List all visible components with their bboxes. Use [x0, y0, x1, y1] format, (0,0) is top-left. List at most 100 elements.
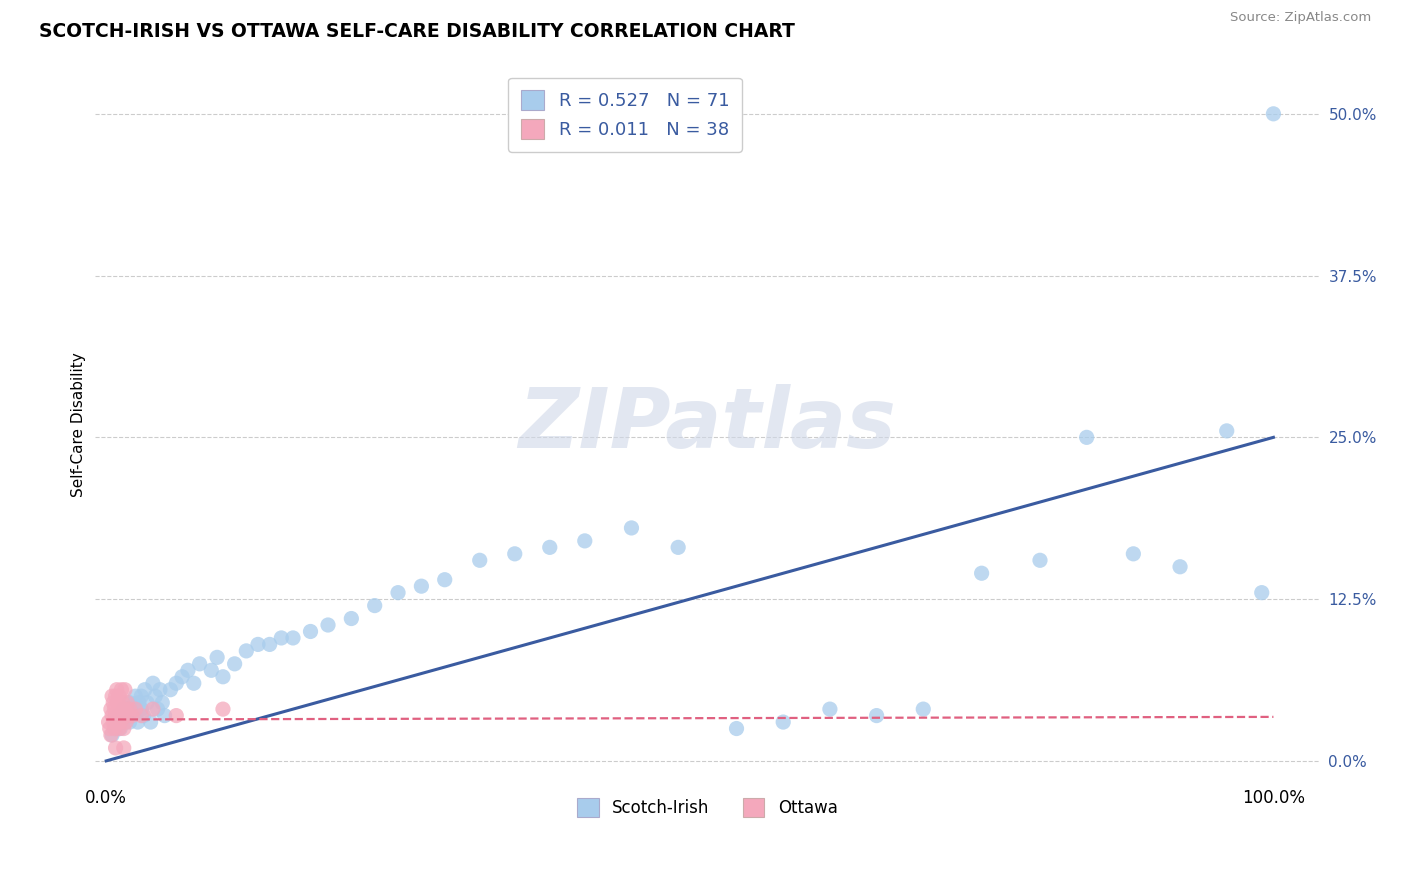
Point: [142, 702, 165, 716]
Point: [121, 708, 143, 723]
Point: [100, 728, 122, 742]
Point: [110, 702, 132, 716]
Point: [103, 702, 125, 716]
Text: ZIPatlas: ZIPatlas: [519, 384, 896, 465]
Point: [105, 714, 128, 729]
Point: [165, 708, 187, 723]
Point: [270, 631, 292, 645]
Point: [118, 702, 141, 716]
Point: [299, 624, 322, 639]
Point: [149, 682, 172, 697]
Point: [134, 682, 156, 697]
Text: Source: ZipAtlas.com: Source: ZipAtlas.com: [1230, 11, 1371, 24]
Point: [127, 714, 149, 729]
Point: [129, 689, 152, 703]
Point: [503, 547, 526, 561]
Point: [574, 533, 596, 548]
Point: [666, 541, 689, 555]
Point: [101, 689, 124, 703]
Point: [818, 702, 841, 716]
Point: [117, 702, 139, 716]
Point: [865, 708, 887, 723]
Point: [165, 676, 187, 690]
Point: [1215, 424, 1237, 438]
Point: [112, 741, 135, 756]
Point: [387, 585, 409, 599]
Point: [172, 670, 194, 684]
Text: SCOTCH-IRISH VS OTTAWA SELF-CARE DISABILITY CORRELATION CHART: SCOTCH-IRISH VS OTTAWA SELF-CARE DISABIL…: [39, 22, 796, 41]
Point: [115, 708, 138, 723]
Point: [259, 637, 281, 651]
Point: [103, 722, 125, 736]
Point: [136, 696, 159, 710]
Point: [110, 682, 132, 697]
Point: [912, 702, 935, 716]
Point: [104, 708, 127, 723]
Point: [129, 702, 152, 716]
Point: [132, 708, 155, 723]
Point: [100, 702, 122, 716]
Point: [340, 611, 363, 625]
Point: [139, 714, 162, 729]
Point: [725, 722, 748, 736]
Point: [212, 702, 235, 716]
Point: [1250, 585, 1272, 599]
Point: [970, 566, 993, 581]
Point: [246, 637, 269, 651]
Point: [620, 521, 643, 535]
Point: [281, 631, 304, 645]
Point: [107, 696, 129, 710]
Point: [124, 689, 146, 703]
Point: [143, 689, 166, 703]
Point: [177, 663, 200, 677]
Point: [103, 696, 125, 710]
Point: [538, 541, 561, 555]
Point: [98, 722, 121, 736]
Point: [110, 722, 132, 736]
Point: [1076, 430, 1098, 444]
Point: [111, 696, 134, 710]
Point: [114, 682, 136, 697]
Point: [1122, 547, 1144, 561]
Point: [316, 618, 339, 632]
Point: [124, 702, 146, 716]
Point: [1263, 107, 1285, 121]
Point: [124, 702, 146, 716]
Point: [142, 676, 165, 690]
Point: [468, 553, 491, 567]
Point: [117, 696, 139, 710]
Point: [112, 702, 135, 716]
Point: [117, 708, 139, 723]
Point: [112, 722, 135, 736]
Point: [103, 714, 125, 729]
Point: [110, 714, 132, 729]
Point: [1029, 553, 1052, 567]
Point: [104, 741, 127, 756]
Point: [118, 714, 141, 729]
Point: [411, 579, 433, 593]
Point: [433, 573, 456, 587]
Point: [212, 670, 235, 684]
Point: [105, 682, 128, 697]
Point: [150, 696, 173, 710]
Point: [363, 599, 385, 613]
Point: [115, 714, 138, 729]
Point: [200, 663, 222, 677]
Point: [183, 676, 205, 690]
Point: [118, 696, 141, 710]
Point: [159, 682, 181, 697]
Point: [129, 708, 152, 723]
Point: [107, 708, 129, 723]
Point: [107, 708, 129, 723]
Point: [121, 708, 143, 723]
Point: [772, 714, 794, 729]
Legend: Scotch-Irish, Ottawa: Scotch-Irish, Ottawa: [568, 790, 846, 825]
Point: [104, 689, 127, 703]
Point: [146, 702, 169, 716]
Point: [235, 644, 257, 658]
Point: [205, 650, 228, 665]
Point: [224, 657, 246, 671]
Point: [112, 708, 135, 723]
Point: [108, 722, 131, 736]
Point: [97, 714, 120, 729]
